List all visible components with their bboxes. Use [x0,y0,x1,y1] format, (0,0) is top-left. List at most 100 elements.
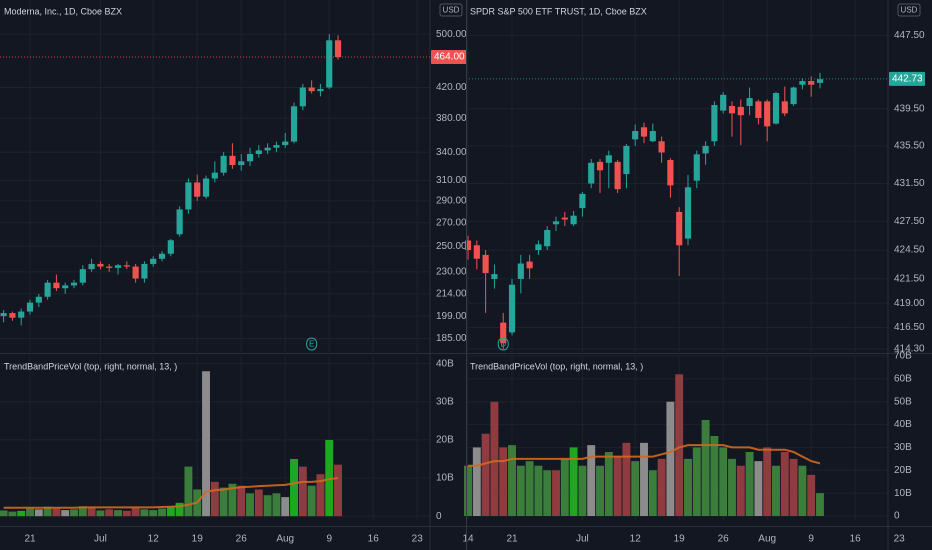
volume-bar [648,470,657,516]
volume-bar [578,465,587,516]
volume-bar [745,452,754,516]
volume-bar [263,495,272,517]
y-tick-label: 439.50 [894,103,925,114]
candle-body [141,263,148,279]
volume-bar [298,466,307,517]
volume-bar [228,483,237,517]
candle-body [473,245,480,259]
volume-bar [166,506,175,517]
x-tick-label: 9 [808,534,814,545]
event-label: E [309,340,314,349]
volume-bar [684,458,692,516]
candle-body [176,209,183,235]
candle-body [737,106,744,116]
candle-body [290,106,298,142]
volume-bar [0,510,8,517]
currency-label: USD [901,6,918,15]
candle-body [334,40,342,58]
volume-bar [43,506,52,517]
candle-body [658,141,665,153]
last-price-box [889,71,925,86]
x-tick-label: 21 [24,534,36,545]
event-marker [306,337,318,351]
volume-bar [728,458,736,516]
volume-bar [763,447,772,516]
x-tick-label: 12 [148,534,160,545]
currency-box [897,3,921,17]
x-tick-label: 14 [462,534,474,545]
candle-body [772,93,780,124]
volume-bar [184,466,193,517]
y-tick-label: 416.50 [894,322,925,333]
candle-body [44,282,51,297]
last-price-label: 464.00 [434,52,465,63]
volume-bar [657,458,666,516]
x-tick-label: 9 [326,534,332,545]
candle-body [746,98,753,106]
y-tick-label: 199.00 [436,311,467,322]
candle-body [535,244,542,251]
candle-body [684,187,692,239]
y-tick-label: 230.00 [436,266,467,277]
candle-body [728,105,736,114]
candle-body [614,161,621,190]
candle-body [764,101,771,127]
candle-body [18,311,25,318]
volume-bar [798,465,807,516]
y-tick-label: 30B [436,396,454,407]
candle-body [150,258,157,264]
candle-body [238,161,245,166]
volume-bar [807,474,816,516]
candle-body [229,155,236,166]
candle-body [500,322,507,344]
candle-body [220,155,227,173]
y-tick-label: 340.00 [436,147,467,158]
volume-bar [17,510,26,517]
x-tick-label: 23 [412,534,424,545]
candle-body [755,101,762,119]
candle-body [596,161,604,171]
last-price-label: 442.73 [892,74,923,85]
candle-body [508,284,516,333]
candle-body [202,178,210,197]
candle-body [720,94,727,111]
candle-body [790,87,797,105]
candle-body [35,296,42,303]
y-tick-label: 414.30 [894,344,925,355]
y-tick-label: 420.00 [436,82,467,93]
candle-body [544,229,551,247]
volume-bar [316,474,325,517]
x-tick-label: 19 [674,534,686,545]
volume-bar [613,456,622,516]
candle-body [326,40,333,88]
y-tick-label: 250.00 [436,241,467,252]
y-tick-label: 214.00 [436,289,467,300]
y-tick-label: 380.00 [436,113,467,124]
y-tick-label: 185.00 [436,333,467,344]
candle-body [264,147,271,151]
volume-bar [719,447,728,516]
y-tick-label: 427.50 [894,216,925,227]
currency-box [439,3,463,17]
candle-body [185,182,192,210]
candle-body [588,162,595,184]
y-tick-label: 421.50 [894,274,925,285]
volume-bar [772,465,780,516]
volume-ma-line [468,444,821,467]
volume-bar [105,509,114,517]
candle-body [552,221,560,225]
candle-body [317,88,324,92]
event-label: D [500,340,506,349]
y-tick-label: 500.00 [436,29,467,40]
last-price-box [431,50,467,65]
candle-body [667,159,674,186]
y-tick-label: 0 [894,511,900,522]
volume-bar [604,452,613,516]
volume-bar [307,485,316,517]
y-tick-label: 270.00 [436,217,467,228]
volume-bar [516,465,525,516]
volume-bar [499,447,508,516]
candle-body [106,266,113,268]
x-tick-label: 16 [850,534,862,545]
